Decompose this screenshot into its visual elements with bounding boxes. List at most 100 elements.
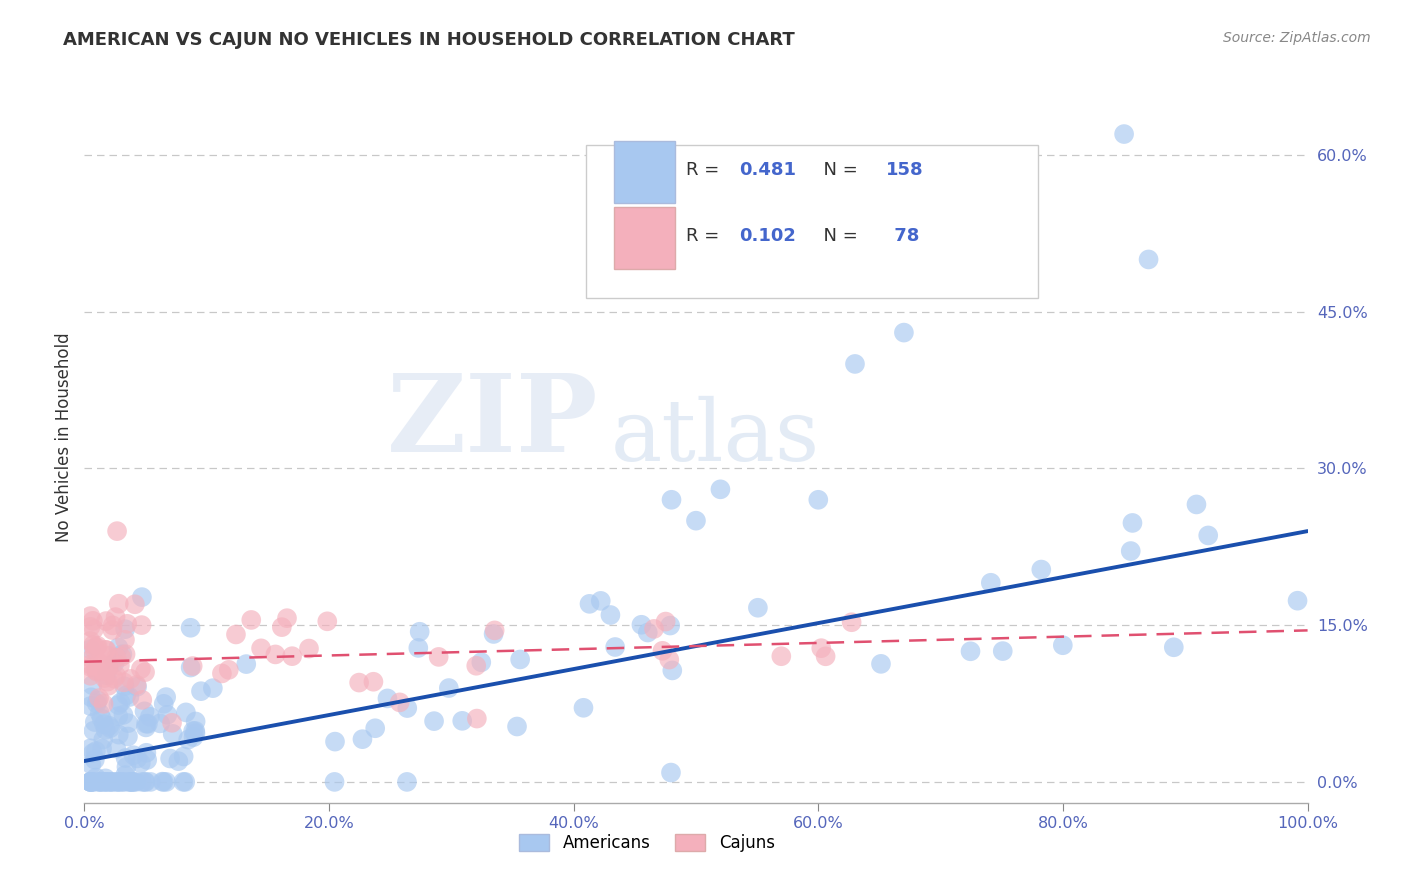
Point <box>427 649 450 664</box>
Point <box>120 775 142 789</box>
Point <box>150 774 173 789</box>
Point <box>112 679 135 693</box>
FancyBboxPatch shape <box>614 207 675 268</box>
Point <box>122 775 145 789</box>
Point <box>107 728 129 742</box>
Point <box>156 707 179 722</box>
Point <box>135 775 157 789</box>
Point <box>183 730 205 744</box>
Point <box>79 642 101 657</box>
Point <box>1031 563 1053 577</box>
Point <box>97 679 120 693</box>
Point <box>814 649 837 664</box>
Point <box>79 669 101 683</box>
Point <box>218 663 240 677</box>
Point <box>747 600 769 615</box>
Point <box>121 775 143 789</box>
Point <box>250 641 273 656</box>
Point <box>93 671 115 685</box>
Point <box>90 658 112 673</box>
Point <box>160 715 183 730</box>
Point <box>89 775 111 789</box>
Point <box>79 775 101 789</box>
Point <box>395 775 418 789</box>
Point <box>98 719 121 733</box>
Point <box>408 624 430 639</box>
Point <box>103 672 125 686</box>
Point <box>82 775 104 789</box>
Point <box>807 492 830 507</box>
Point <box>1197 528 1219 542</box>
Text: 78: 78 <box>889 227 920 245</box>
Point <box>97 662 120 676</box>
Point <box>125 678 148 692</box>
Point <box>114 622 136 636</box>
Point <box>83 622 105 636</box>
Point <box>651 644 673 658</box>
Point <box>1119 544 1142 558</box>
Point <box>135 716 157 731</box>
Point <box>104 610 127 624</box>
Point <box>605 640 627 654</box>
Point <box>122 748 145 763</box>
Point <box>108 658 131 673</box>
Point <box>89 656 111 670</box>
Point <box>599 607 621 622</box>
Point <box>980 575 1002 590</box>
Point <box>181 723 204 738</box>
Point <box>637 625 659 640</box>
Point <box>80 757 103 772</box>
Point <box>152 697 174 711</box>
Point <box>323 734 346 748</box>
Point <box>112 707 135 722</box>
Point <box>115 616 138 631</box>
Point <box>661 664 683 678</box>
Point <box>352 732 374 747</box>
Point <box>93 697 115 711</box>
Point <box>396 701 419 715</box>
Point <box>87 693 110 707</box>
Point <box>316 615 339 629</box>
Point <box>96 643 118 657</box>
Point <box>643 622 665 636</box>
Point <box>114 768 136 782</box>
Point <box>82 746 104 760</box>
Point <box>264 648 287 662</box>
Point <box>82 678 104 692</box>
FancyBboxPatch shape <box>614 141 675 203</box>
Point <box>174 706 197 720</box>
Point <box>80 651 103 665</box>
Point <box>79 775 101 789</box>
Point <box>111 647 134 661</box>
Point <box>89 706 111 721</box>
Point <box>572 700 595 714</box>
Point <box>270 620 292 634</box>
Point <box>654 615 676 629</box>
Point <box>98 775 121 789</box>
Point <box>281 649 304 664</box>
Point <box>184 723 207 738</box>
Point <box>134 775 156 789</box>
Text: 0.102: 0.102 <box>738 227 796 245</box>
Point <box>484 624 506 638</box>
Point <box>131 693 153 707</box>
Point <box>118 690 141 704</box>
Point <box>388 695 411 709</box>
Point <box>893 326 915 340</box>
Point <box>177 732 200 747</box>
Point <box>79 741 101 756</box>
Point <box>101 775 124 789</box>
Point <box>120 672 142 686</box>
Point <box>114 647 136 661</box>
Point <box>364 721 387 735</box>
FancyBboxPatch shape <box>586 145 1039 298</box>
Point <box>159 751 181 765</box>
Point <box>347 675 370 690</box>
Point <box>79 657 101 672</box>
Point <box>98 721 121 735</box>
Point <box>139 775 162 789</box>
Point <box>107 709 129 723</box>
Point <box>101 618 124 632</box>
Point <box>152 775 174 789</box>
Point <box>1286 593 1309 607</box>
